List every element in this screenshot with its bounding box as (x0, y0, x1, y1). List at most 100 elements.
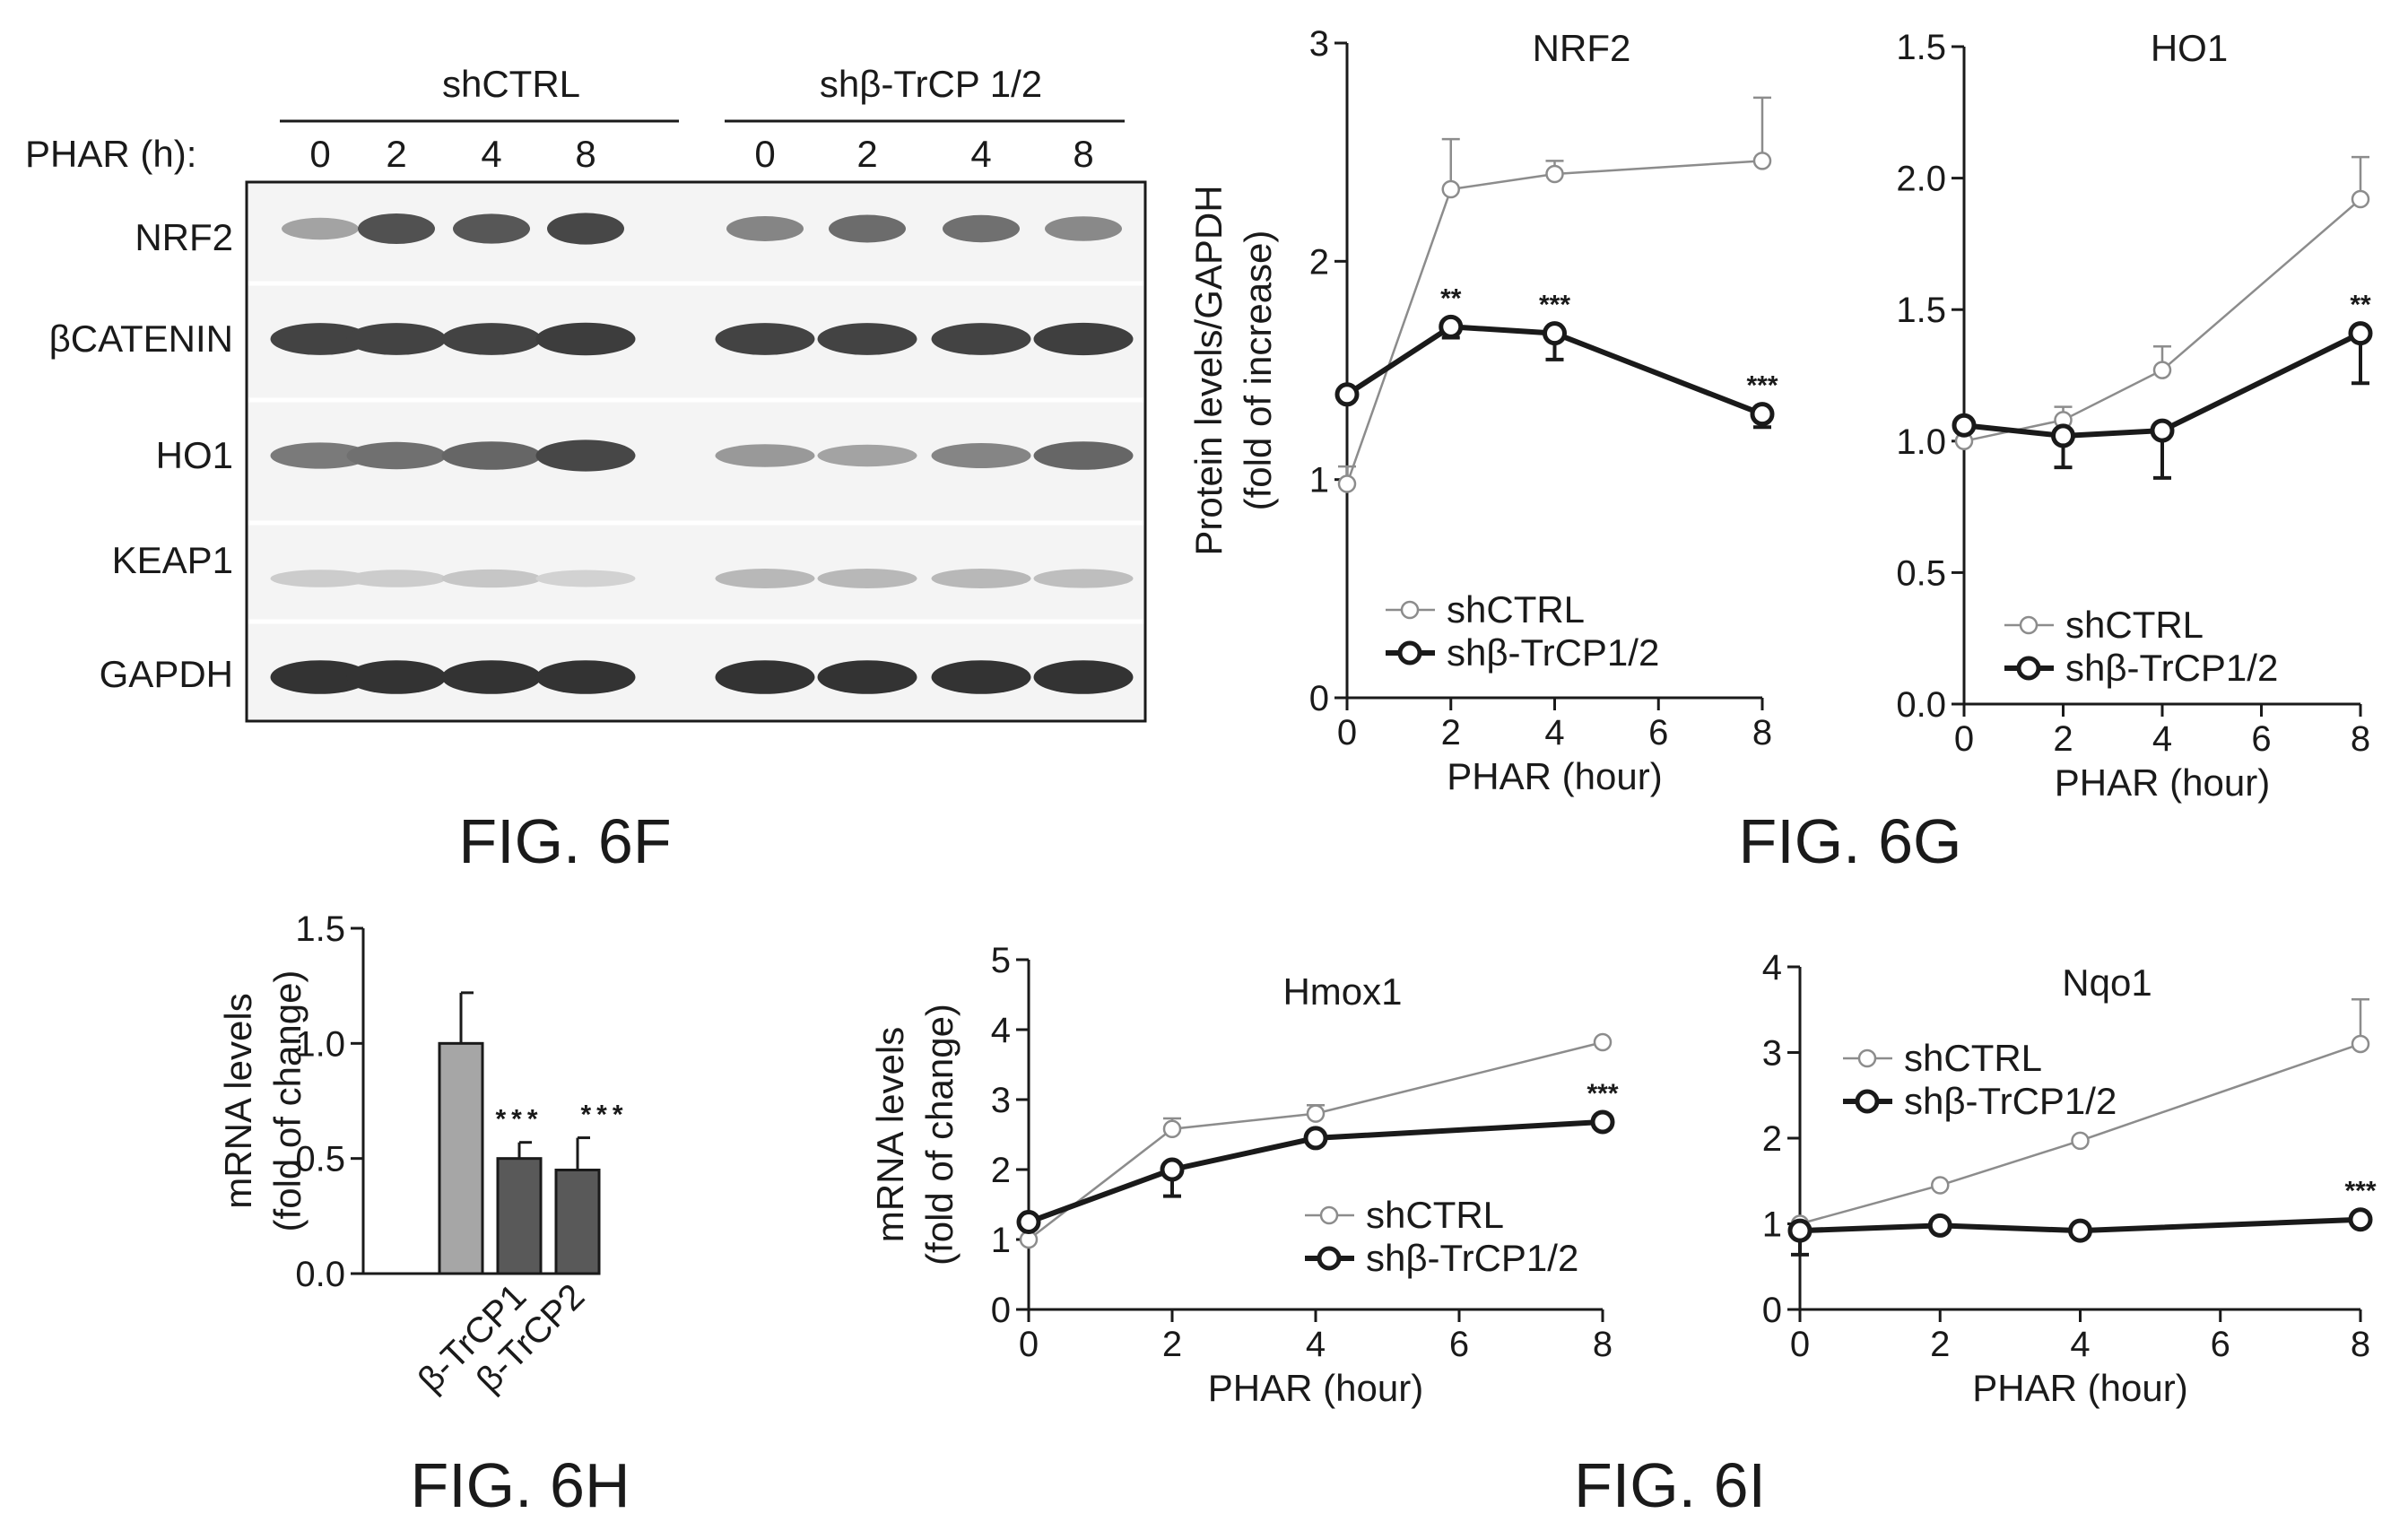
blot-band-gapdh-6 (931, 660, 1031, 694)
i1-y-tick-label-2: 2 (991, 1151, 1011, 1190)
g1-y-tick-label-1: 1 (1309, 461, 1329, 500)
g1-series-shbtrcp-sig-1: ** (1440, 283, 1462, 313)
i2-x-label: PHAR (hour) (1972, 1367, 2187, 1409)
caption-fig-6f: FIG. 6F (458, 806, 671, 876)
i2-series-shbtrcp-line (1799, 1216, 2361, 1234)
i1-x-tick-label-0: 0 (1019, 1325, 1039, 1364)
blot-band-gapdh-5 (817, 660, 917, 694)
blot-band-ho1-0 (270, 442, 370, 469)
h-y-tick-label-2: 1.0 (295, 1024, 345, 1064)
h-bar-1 (496, 1157, 543, 1275)
blot-group-label-shbtrcp: shβ-TrCP 1/2 (820, 63, 1042, 105)
g1-series-shbtrcp-point-0 (1334, 382, 1360, 407)
g1-x-tick-label-0: 0 (1337, 713, 1357, 752)
i2-series-shbtrcp-point-0 (1787, 1218, 1813, 1243)
blot-band-nrf2-1 (358, 213, 435, 244)
g2-x-label: PHAR (hour) (2055, 761, 2270, 804)
g1-y-label-0: Protein levels/GAPDH (1187, 185, 1230, 555)
g2-legend-shctrl-marker (2019, 615, 2039, 635)
g1-series-shctrl-point-3 (1752, 152, 1772, 170)
g2-y-tick-label-3: 1.5 (1896, 291, 1946, 330)
g1-series-shbtrcp-sig-2: *** (1539, 291, 1570, 320)
i2-series-shbtrcp-point-1 (1927, 1213, 1952, 1238)
g2-series-shbtrcp-line (1963, 330, 2362, 439)
i1-y-label-0: mRNA levels (869, 1027, 911, 1242)
i2-x-tick-label-2: 4 (2070, 1325, 2090, 1364)
caption-fig-6g: FIG. 6G (1739, 806, 1962, 876)
i2-y-tick-label-4: 4 (1762, 948, 1782, 987)
chart-hmox1-mrna: 0 1 2 3 4 5 0 2 4 6 8 PHAR (hour) Hmox1 mRNA levels (f… (869, 941, 1619, 1409)
chart-ho1-protein: 0.0 0.5 1.0 1.5 2.0 1.5 0 2 4 6 8 PHAR (hour) HO1 ** s… (1896, 27, 2373, 804)
g2-title: HO1 (2151, 27, 2228, 69)
blot-band-keap1-6 (931, 569, 1031, 588)
blot-band-catenin-7 (1033, 322, 1134, 356)
h-bar-2 (554, 1169, 601, 1275)
i2-series-shctrl-point-3 (2351, 1034, 2370, 1054)
blot-band-keap1-4 (715, 569, 815, 588)
blot-band-catenin-6 (931, 323, 1031, 355)
blot-group-label-shctrl: shCTRL (442, 63, 580, 105)
g2-series-shbtrcp-point-3 (2348, 321, 2373, 346)
i2-legend-shctrl-marker (1857, 1048, 1877, 1068)
g2-y-tick-label-4: 2.0 (1896, 160, 1946, 199)
blot-band-catenin-1 (346, 323, 447, 355)
h-y-tick-label-1: 0.5 (295, 1140, 345, 1179)
i1-series-shbtrcp-line (1027, 1118, 1604, 1225)
i2-y-tick-label-3: 3 (1762, 1034, 1782, 1074)
g1-x-tick-label-3: 6 (1648, 713, 1668, 752)
blot-time-row-label: PHAR (h): (25, 133, 196, 175)
blot-row-label-keap1: KEAP1 (112, 539, 233, 581)
i1-y-label-1: (fold of change) (918, 1004, 961, 1266)
chart-btrcp-mrna-bar: 0.0 0.5 1.0 1.5 mRNA levels (fold of change) *… (217, 909, 623, 1400)
blot-band-ho1-3 (535, 439, 636, 472)
g2-series-shctrl-point-3 (2351, 189, 2370, 209)
g1-series-shbtrcp-point-3 (1750, 402, 1775, 427)
i1-series-shctrl-point-2 (1306, 1104, 1326, 1123)
g2-y-tick-label-2: 1.0 (1896, 422, 1946, 462)
blot-time-label-6: 4 (970, 133, 991, 175)
g2-series-shctrl-line (1963, 198, 2361, 443)
g1-series-shctrl-point-2 (1545, 164, 1564, 184)
chart-nrf2-protein: 0 1 2 3 0 2 4 6 8 PHAR (hour) NRF2 Protein levels/G… (1187, 24, 1778, 797)
i2-series-shctrl-point-1 (1931, 1176, 1950, 1195)
i2-series-shbtrcp-sig-3: *** (2344, 1177, 2376, 1206)
i1-series-shctrl-point-3 (1593, 1032, 1613, 1052)
g1-x-tick-label-4: 8 (1752, 713, 1772, 752)
g2-series-shbtrcp-point-1 (2051, 423, 2075, 448)
blot-band-gapdh-3 (535, 660, 636, 694)
g2-legend-shbtrcp-label: shβ-TrCP1/2 (2065, 647, 2278, 689)
western-blot-panel: shCTRL shβ-TrCP 1/2 PHAR (h): 0 2 4 8 0 2 4 8 N… (25, 63, 1147, 876)
blot-band-ho1-2 (441, 441, 542, 470)
i2-x-tick-label-0: 0 (1790, 1325, 1810, 1364)
g2-x-tick-label-0: 0 (1954, 719, 1974, 759)
i2-series-shbtrcp-point-3 (2348, 1207, 2373, 1232)
blot-band-nrf2-7 (1045, 216, 1122, 241)
i1-x-label: PHAR (hour) (1208, 1367, 1423, 1409)
blot-band-nrf2-3 (547, 213, 624, 245)
i1-title: Hmox1 (1282, 970, 1402, 1013)
i1-x-tick-label-4: 8 (1593, 1325, 1613, 1364)
blot-band-catenin-5 (817, 323, 917, 355)
h-bar-sig-1: *** (495, 1105, 543, 1135)
i1-series-shctrl-line (1028, 1040, 1604, 1240)
blot-row-label-nrf2: NRF2 (135, 216, 233, 258)
blot-band-keap1-3 (535, 570, 636, 587)
chart-nqo1-mrna: 0 1 2 3 4 0 2 4 6 8 PHAR (hour) Nqo1 *** shCTRLshβ-Tr… (1762, 948, 2377, 1409)
blot-band-catenin-3 (535, 322, 636, 356)
g2-series-shbtrcp-sig-3: ** (2350, 291, 2371, 320)
i2-legend-shctrl-label: shCTRL (1904, 1037, 2042, 1079)
h-bar-0 (438, 1041, 484, 1275)
g1-y-tick-label-3: 3 (1309, 24, 1329, 64)
i1-y-tick-label-0: 0 (991, 1291, 1011, 1330)
i1-x-tick-label-3: 6 (1449, 1325, 1469, 1364)
g2-x-tick-label-4: 8 (2351, 719, 2370, 759)
i1-x-tick-label-2: 4 (1306, 1325, 1326, 1364)
blot-row-label-catenin: βCATENIN (49, 318, 233, 360)
blot-band-nrf2-5 (829, 214, 906, 243)
blot-time-label-4: 0 (754, 133, 775, 175)
blot-band-ho1-4 (715, 444, 815, 467)
i1-series-shbtrcp-point-0 (1016, 1210, 1041, 1234)
blot-band-keap1-0 (270, 570, 370, 587)
blot-band-gapdh-1 (346, 660, 447, 694)
